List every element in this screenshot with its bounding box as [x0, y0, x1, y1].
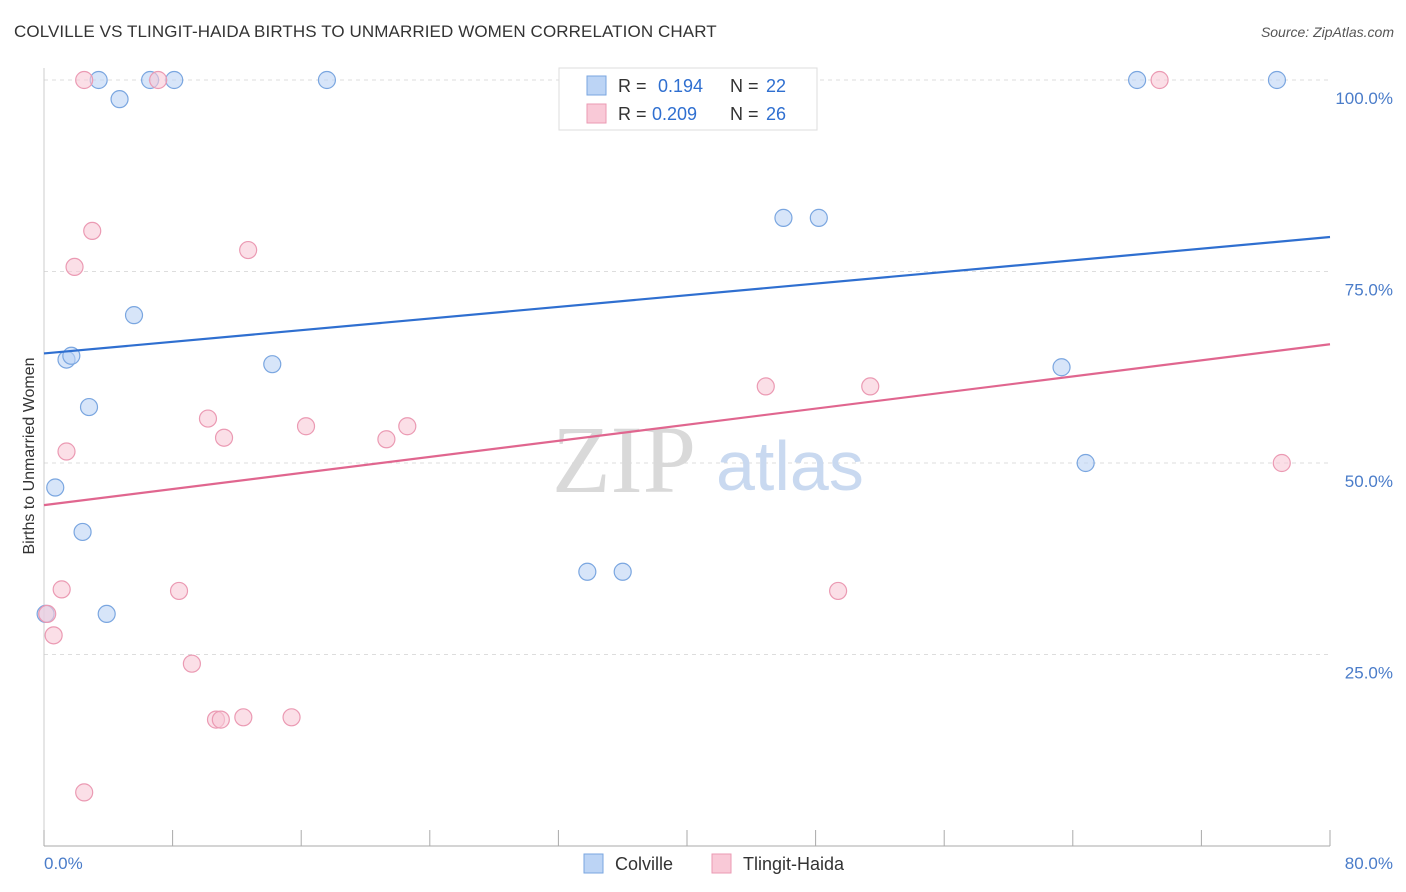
data-points	[36, 70, 1291, 802]
colville-point-13	[317, 70, 337, 90]
colville-point-5	[79, 397, 99, 417]
colville-point-20	[1127, 70, 1147, 90]
legend-bottom-swatch-colville	[583, 853, 604, 874]
y-axis-label: Births to Unmarried Women	[21, 357, 38, 554]
colville-trend-line	[43, 235, 1331, 355]
tlingit-point-16	[239, 240, 258, 260]
tlingit-point-8	[149, 70, 168, 90]
x-tick-max: 80.0%	[1345, 854, 1393, 873]
tlingit-point-3	[57, 442, 76, 461]
colville-point-21	[1267, 70, 1287, 90]
legend-n-label-tlingit: N =	[730, 104, 759, 124]
tlingit-point-5	[75, 783, 94, 802]
colville-point-16	[774, 208, 793, 227]
colville-point-9	[124, 306, 144, 325]
tlingit-point-13	[211, 710, 230, 729]
legend-series: Colville Tlingit-Haida	[583, 853, 845, 874]
colville-point-12	[263, 355, 282, 374]
colville-point-7	[97, 604, 116, 624]
colville-point-8	[110, 90, 129, 109]
tlingit-point-7	[83, 221, 102, 241]
tlingit-point-19	[377, 430, 396, 449]
legend-r-tlingit: 0.209	[652, 104, 697, 124]
tlingit-point-11	[198, 409, 218, 428]
watermark-atlas: atlas	[716, 427, 864, 505]
trend-lines	[43, 235, 1331, 507]
tlingit-point-10	[182, 654, 201, 673]
tlingit-point-25	[1272, 453, 1291, 473]
y-tick-labels: 25.0% 50.0% 75.0% 100.0%	[1335, 89, 1393, 683]
legend-bottom-colville: Colville	[615, 854, 673, 874]
tlingit-trend-line	[43, 343, 1331, 507]
colville-point-19	[1076, 453, 1095, 473]
colville-point-18	[1052, 358, 1071, 377]
tlingit-point-9	[169, 581, 189, 601]
tlingit-point-6	[75, 70, 94, 90]
axes	[43, 68, 1331, 847]
tlingit-point-23	[861, 377, 880, 396]
tlingit-point-4	[65, 257, 84, 277]
watermark-zip: ZIP	[552, 406, 696, 513]
legend-bottom-tlingit: Tlingit-Haida	[743, 854, 845, 874]
y-tick-50: 50.0%	[1345, 472, 1393, 491]
tlingit-point-22	[829, 581, 848, 601]
colville-point-1	[46, 478, 65, 497]
tlingit-point-1	[44, 626, 63, 645]
legend-stats: R = 0.194 N = 22 R = 0.209 N = 26	[558, 67, 818, 131]
legend-r-label-tlingit: R =	[618, 104, 647, 124]
y-tick-25: 25.0%	[1345, 664, 1393, 683]
x-tick-min: 0.0%	[44, 854, 83, 873]
tlingit-point-17	[282, 708, 301, 727]
legend-swatch-colville	[586, 75, 607, 96]
tlingit-point-18	[296, 417, 316, 436]
source-label: Source: ZipAtlas.com	[1260, 24, 1394, 40]
legend-r-label-colville: R =	[618, 76, 647, 96]
legend-r-colville: 0.194	[658, 76, 703, 96]
y-tick-100: 100.0%	[1335, 89, 1393, 108]
tlingit-point-20	[398, 417, 417, 436]
tlingit-point-24	[1150, 70, 1169, 90]
tlingit-point-0	[38, 604, 57, 624]
colville-point-4	[73, 522, 92, 542]
colville-point-17	[809, 208, 828, 227]
tlingit-point-2	[52, 580, 71, 599]
legend-n-label-colville: N =	[730, 76, 759, 96]
legend-bottom-swatch-tlingit	[711, 853, 732, 874]
tlingit-point-14	[214, 428, 234, 447]
legend-swatch-tlingit	[586, 103, 607, 124]
legend-n-colville: 22	[766, 76, 786, 96]
colville-point-14	[578, 562, 597, 581]
chart-title: COLVILLE VS TLINGIT-HAIDA BIRTHS TO UNMA…	[14, 22, 717, 41]
tlingit-point-21	[756, 377, 775, 396]
legend-n-tlingit: 26	[766, 104, 786, 124]
y-tick-75: 75.0%	[1345, 281, 1393, 300]
colville-point-11	[165, 70, 184, 90]
grid-lines	[44, 79, 1330, 655]
tlingit-point-15	[234, 708, 253, 727]
colville-point-15	[613, 562, 632, 581]
